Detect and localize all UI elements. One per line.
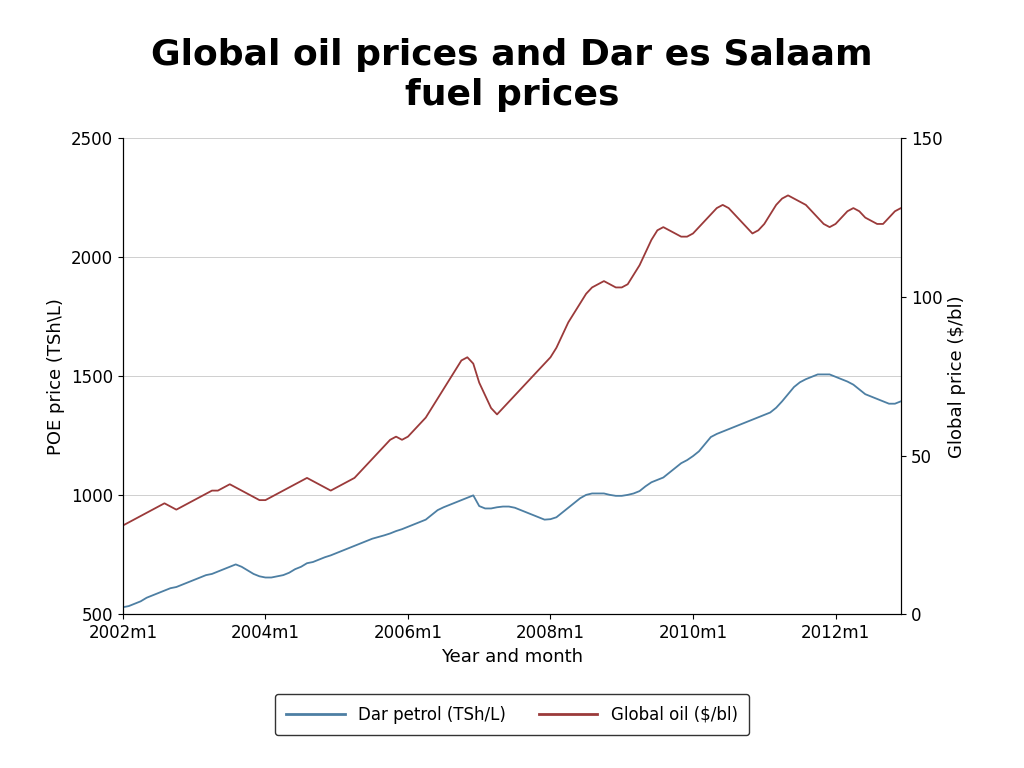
Y-axis label: Global price ($/bl): Global price ($/bl): [948, 295, 966, 458]
Legend: Dar petrol (TSh/L), Global oil ($/bl): Dar petrol (TSh/L), Global oil ($/bl): [274, 694, 750, 736]
Text: Global oil prices and Dar es Salaam
fuel prices: Global oil prices and Dar es Salaam fuel…: [152, 38, 872, 112]
X-axis label: Year and month: Year and month: [441, 647, 583, 666]
Y-axis label: POE price (TSh\L): POE price (TSh\L): [47, 298, 66, 455]
